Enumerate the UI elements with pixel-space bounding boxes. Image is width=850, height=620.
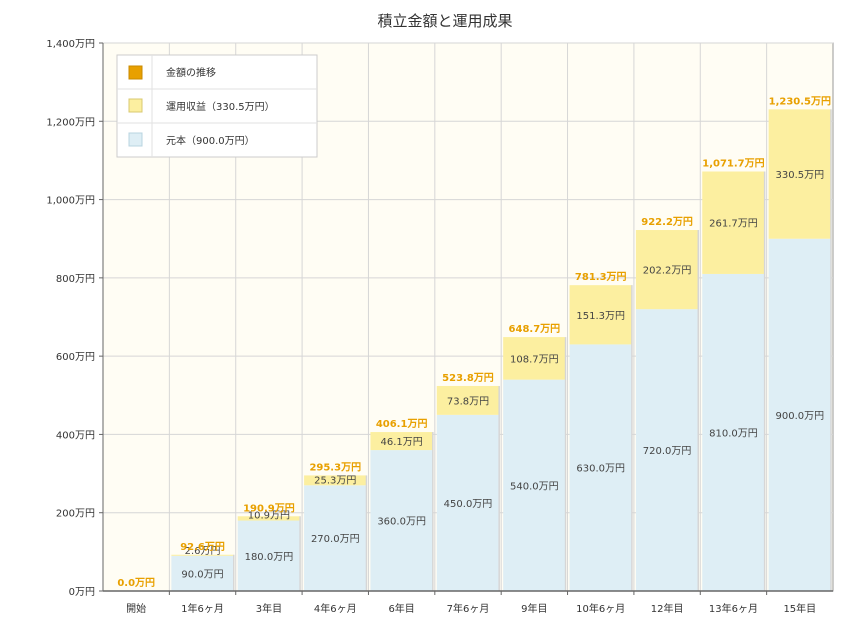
bar-principal[interactable] bbox=[768, 238, 832, 591]
bar-returns[interactable] bbox=[503, 337, 566, 380]
x-tick-label: 15年目 bbox=[783, 602, 816, 615]
label-returns: 108.7万円 bbox=[510, 354, 559, 365]
x-tick-label: 1年6ヶ月 bbox=[181, 602, 224, 615]
label-principal: 90.0万円 bbox=[181, 569, 223, 580]
legend-box bbox=[116, 54, 318, 158]
y-tick-label: 1,000万円 bbox=[46, 196, 95, 207]
legend-label-principal: 元本（900.0万円） bbox=[166, 134, 255, 147]
y-tick-label: 600万円 bbox=[56, 352, 95, 363]
bar-principal[interactable] bbox=[503, 379, 566, 591]
bar-returns[interactable] bbox=[370, 432, 433, 451]
y-tick-label: 200万円 bbox=[56, 509, 95, 520]
legend-swatch-returns bbox=[128, 98, 143, 113]
label-returns: 10.9万円 bbox=[248, 511, 290, 522]
y-tick-label: 1,400万円 bbox=[46, 39, 95, 50]
x-tick-label: 開始 bbox=[126, 602, 146, 615]
label-principal: 270.0万円 bbox=[311, 534, 360, 545]
label-returns: 261.7万円 bbox=[709, 219, 758, 230]
label-principal: 450.0万円 bbox=[444, 499, 493, 510]
label-total: 190.9万円 bbox=[243, 502, 295, 514]
bar-returns[interactable] bbox=[237, 516, 301, 521]
bar-returns[interactable] bbox=[304, 475, 367, 486]
bar-principal[interactable] bbox=[304, 485, 367, 591]
y-tick-label: 1,200万円 bbox=[46, 117, 95, 128]
bar-principal[interactable] bbox=[370, 450, 433, 591]
legend: 金額の推移 運用収益（330.5万円） 元本（900.0万円） bbox=[116, 54, 318, 158]
x-tick-label: 9年目 bbox=[521, 602, 547, 615]
legend-swatch-total bbox=[128, 65, 143, 80]
bar-returns[interactable] bbox=[436, 385, 500, 415]
label-total: 0.0万円 bbox=[117, 577, 155, 589]
label-principal: 630.0万円 bbox=[576, 464, 625, 475]
label-total: 1,230.5万円 bbox=[769, 95, 831, 107]
label-principal: 360.0万円 bbox=[377, 517, 426, 528]
bar-returns[interactable] bbox=[702, 171, 765, 274]
x-tick-label: 13年6ヶ月 bbox=[709, 602, 758, 615]
bar-principal[interactable] bbox=[702, 273, 765, 591]
label-total: 648.7万円 bbox=[509, 323, 561, 335]
label-principal: 180.0万円 bbox=[245, 552, 294, 563]
x-tick-label: 10年6ヶ月 bbox=[576, 602, 625, 615]
legend-label-returns: 運用収益（330.5万円） bbox=[166, 100, 275, 113]
bar-principal[interactable] bbox=[635, 309, 699, 591]
bar-principal[interactable] bbox=[569, 344, 632, 591]
x-tick-label: 12年目 bbox=[651, 602, 684, 615]
x-tick-label: 4年6ヶ月 bbox=[314, 602, 357, 615]
label-total: 92.6万円 bbox=[180, 541, 225, 553]
x-tick-label: 6年目 bbox=[388, 602, 414, 615]
x-tick-label: 7年6ヶ月 bbox=[447, 602, 490, 615]
label-total: 295.3万円 bbox=[309, 461, 361, 473]
label-total: 781.3万円 bbox=[575, 271, 627, 283]
label-principal: 810.0万円 bbox=[709, 428, 758, 439]
label-returns: 2.6万円 bbox=[185, 546, 221, 557]
label-returns: 46.1万円 bbox=[381, 437, 423, 448]
y-tick-label: 800万円 bbox=[56, 274, 95, 285]
bar-returns[interactable] bbox=[569, 285, 632, 345]
y-tick-label: 400万円 bbox=[56, 430, 95, 441]
bar-returns[interactable] bbox=[635, 230, 699, 310]
label-returns: 73.8万円 bbox=[447, 396, 489, 407]
bar-principal[interactable] bbox=[171, 555, 234, 591]
bar-principal[interactable] bbox=[436, 414, 500, 591]
bar-principal[interactable] bbox=[237, 520, 301, 591]
x-tick-label: 3年目 bbox=[256, 602, 282, 615]
bar-returns[interactable] bbox=[768, 109, 832, 239]
label-returns: 25.3万円 bbox=[314, 475, 356, 486]
label-total: 523.8万円 bbox=[442, 372, 494, 384]
label-returns: 202.2万円 bbox=[643, 266, 692, 277]
bars bbox=[171, 109, 832, 591]
axes: 0万円 200万円 400万円 600万円 800万円 1,000万円 1,200万円 1,4… bbox=[46, 39, 833, 615]
y-tick-label: 0万円 bbox=[69, 587, 95, 598]
label-returns: 330.5万円 bbox=[775, 170, 824, 181]
label-total: 922.2万円 bbox=[641, 216, 693, 228]
chart-title: 積立金額と運用成果 bbox=[377, 12, 512, 30]
label-returns: 151.3万円 bbox=[576, 311, 625, 322]
label-total: 406.1万円 bbox=[376, 418, 428, 430]
label-principal: 720.0万円 bbox=[643, 446, 692, 457]
label-principal: 900.0万円 bbox=[775, 411, 824, 422]
bar-returns[interactable] bbox=[171, 554, 234, 556]
label-total: 1,071.7万円 bbox=[702, 158, 764, 170]
label-principal: 540.0万円 bbox=[510, 481, 559, 492]
legend-label-total: 金額の推移 bbox=[166, 66, 216, 79]
legend-swatch-principal bbox=[128, 132, 143, 147]
